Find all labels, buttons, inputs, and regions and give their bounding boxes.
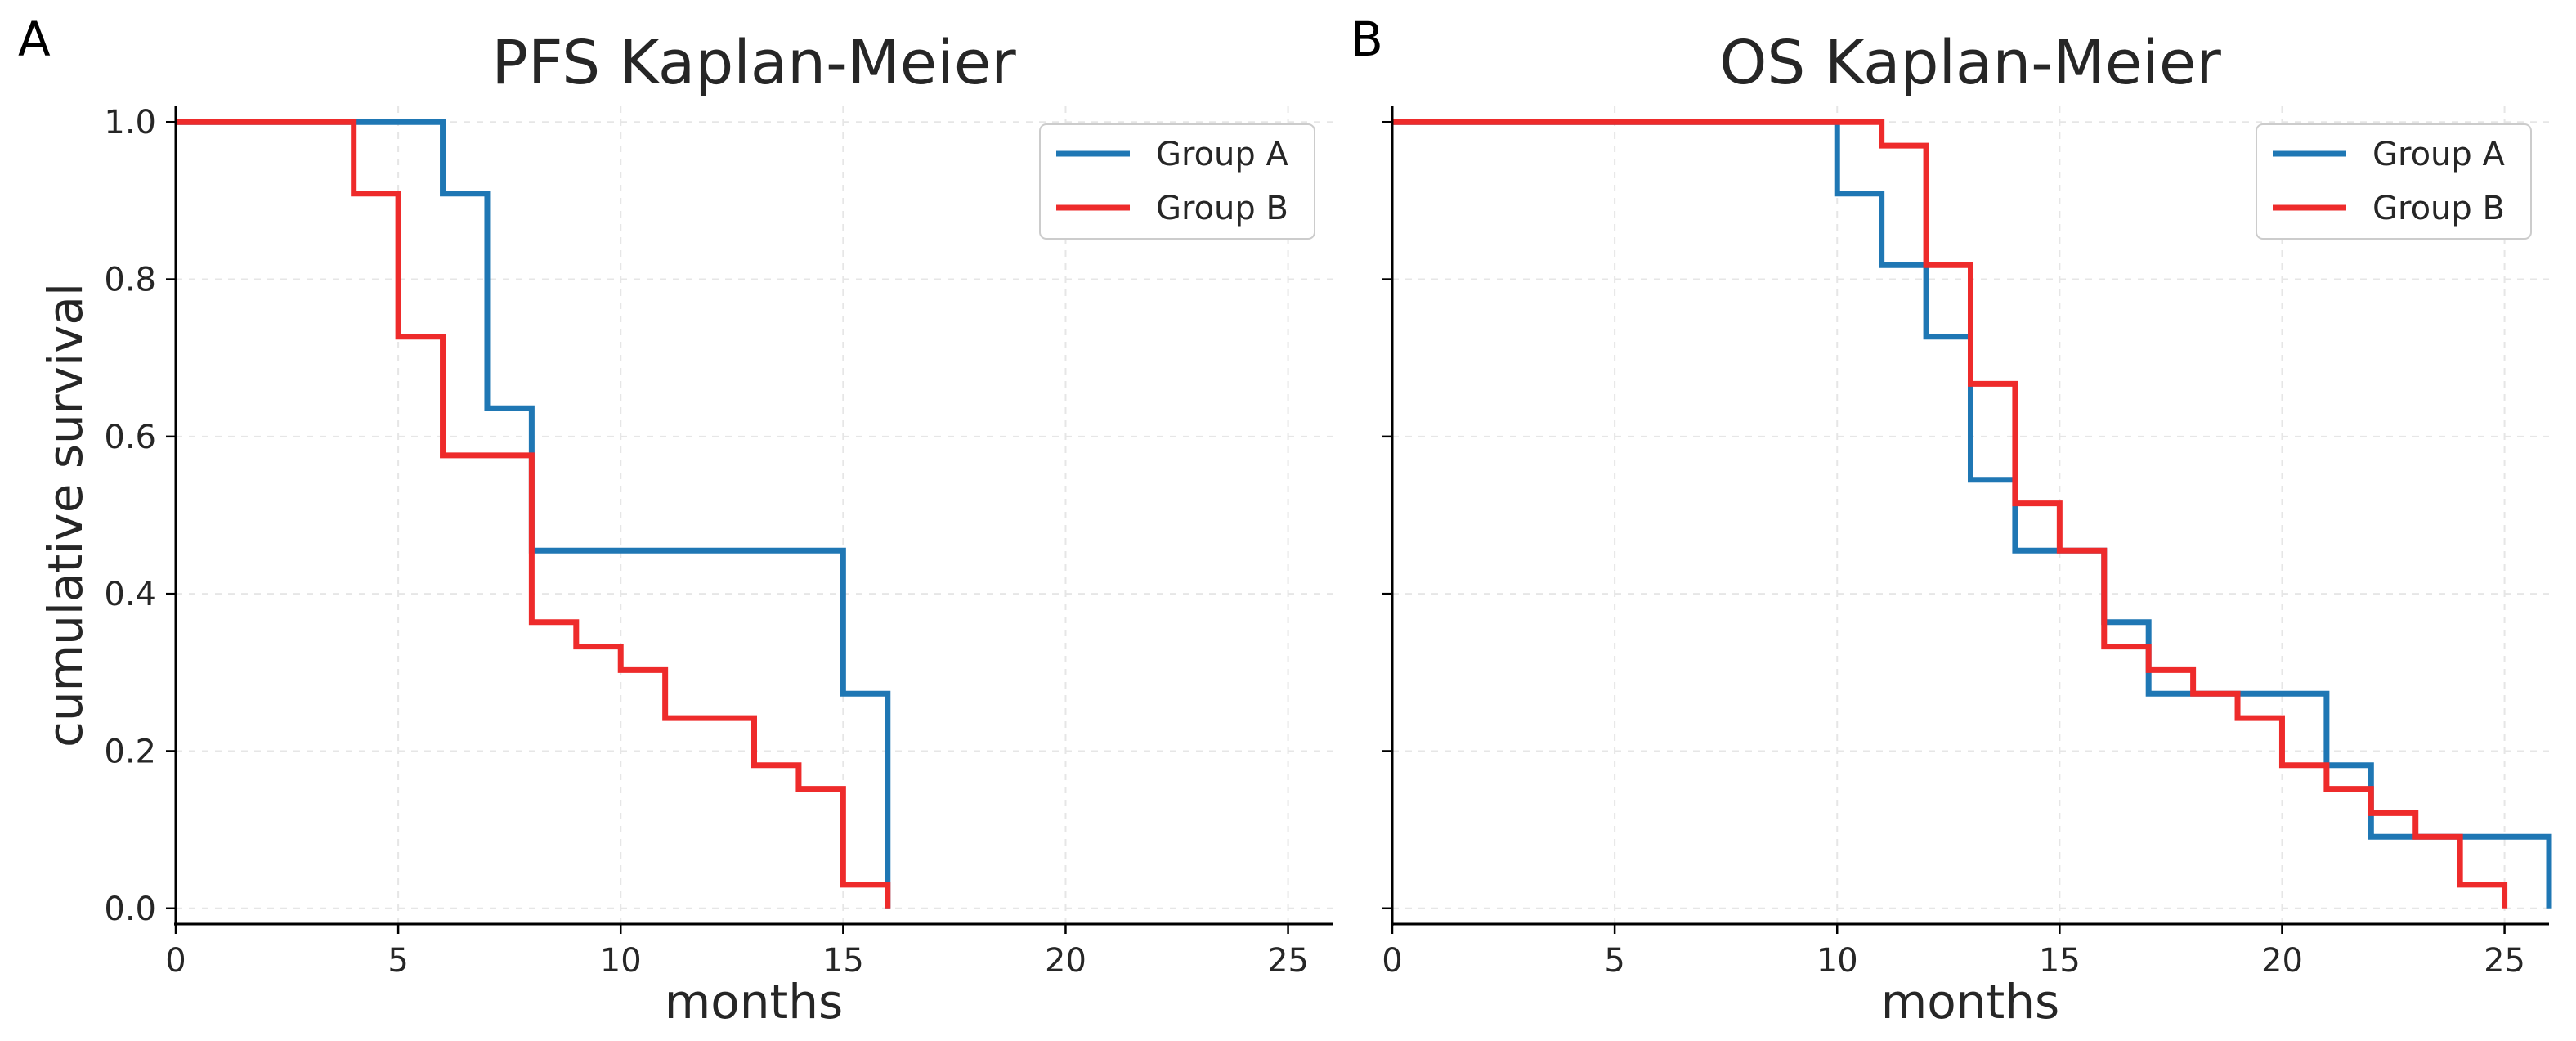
panel-b-x-tick-label: 10	[1817, 942, 1858, 980]
panel-b-os: B OS Kaplan-Meier 0 5 10 15 20 25 months Grou…	[1351, 11, 2552, 1030]
panel-a-y-tick-label: 0.8	[104, 262, 156, 299]
panel-a-x-tick-label: 20	[1045, 942, 1086, 980]
panel-b-x-tick-label: 5	[1604, 942, 1624, 980]
panel-a-x-tick-label: 15	[822, 942, 864, 980]
panel-a-x-axis-label: months	[665, 974, 843, 1030]
panel-b-title: OS Kaplan-Meier	[1719, 28, 2221, 98]
panel-a-x-tick-label: 5	[388, 942, 408, 980]
panel-b-ticks: 0 5 10 15 20 25	[1382, 120, 2525, 980]
panel-b-x-axis-label: months	[1881, 974, 2059, 1030]
panel-letter-b: B	[1351, 11, 1383, 67]
panel-b-legend-label-group-a: Group A	[2372, 136, 2505, 173]
panel-a-x-tick-label: 25	[1267, 942, 1309, 980]
panel-a-y-tick-label: 0.4	[104, 576, 156, 613]
panel-b-x-tick-label: 0	[1382, 942, 1402, 980]
panel-b-legend: Group A Group B	[2256, 123, 2532, 240]
panel-a-legend-label-group-a: Group A	[1156, 136, 1288, 173]
panel-b-axes	[1391, 106, 2549, 926]
panel-a-survival-curves	[176, 119, 891, 909]
panel-a-curve-group-b	[176, 119, 891, 909]
panel-b-survival-curves	[1392, 119, 2552, 909]
panel-a-x-tick-label: 0	[165, 942, 186, 980]
panel-b-legend-label-group-b: Group B	[2372, 190, 2505, 227]
panel-a-pfs: A PFS Kaplan-Meier 0 5 10 15 20 25 0.0 0.2 0.4 0.…	[18, 11, 1333, 1030]
panel-a-legend-label-group-b: Group B	[1156, 190, 1288, 227]
panel-a-y-axis-label: cumulative survival	[38, 283, 93, 747]
panel-a-axes	[174, 106, 1333, 926]
panel-a-y-tick-label: 0.6	[104, 419, 156, 456]
panel-b-x-tick-label: 20	[2261, 942, 2303, 980]
panel-a-title: PFS Kaplan-Meier	[491, 28, 1016, 98]
panel-b-x-tick-label: 25	[2484, 942, 2525, 980]
panel-b-x-tick-label: 15	[2039, 942, 2081, 980]
panel-letter-a: A	[18, 11, 51, 67]
panel-a-y-tick-label: 0.0	[104, 891, 156, 928]
panel-a-legend: Group A Group B	[1039, 123, 1315, 240]
panel-a-y-tick-label: 0.2	[104, 733, 156, 770]
panel-a-x-tick-label: 10	[600, 942, 642, 980]
panel-a-y-tick-label: 1.0	[104, 104, 156, 141]
panel-b-curve-group-a	[1392, 119, 2552, 909]
panel-a-ticks: 0 5 10 15 20 25 0.0 0.2 0.4 0.6 0.8 1.0	[104, 104, 1309, 980]
panel-b-curve-group-b	[1392, 119, 2508, 909]
